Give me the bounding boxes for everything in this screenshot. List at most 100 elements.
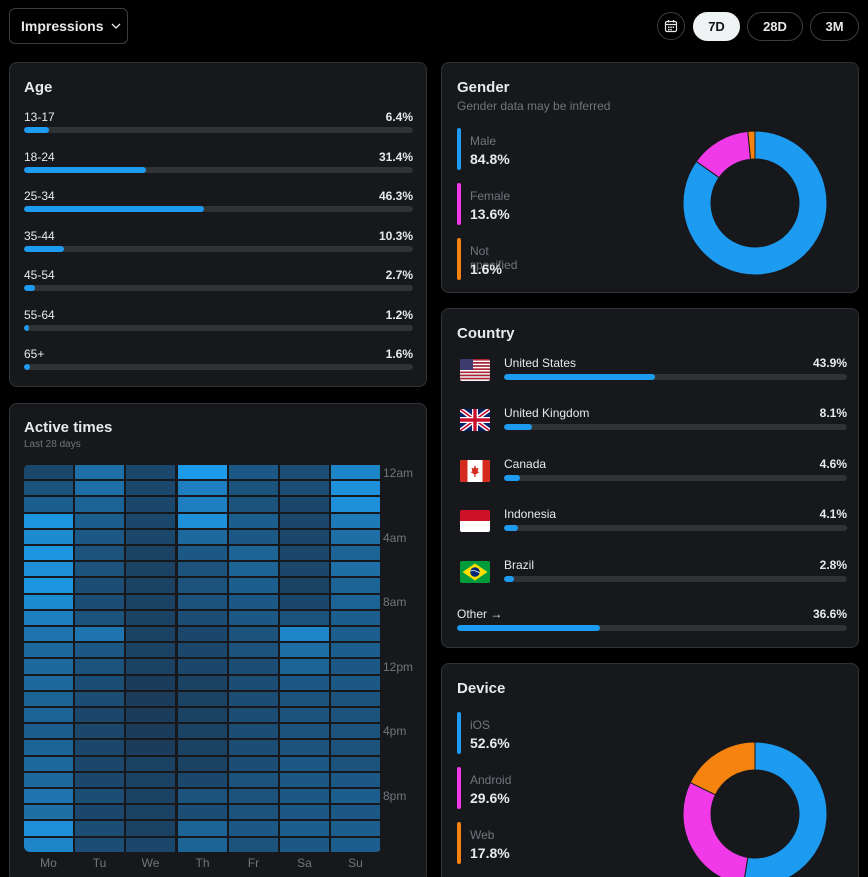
age-track [24, 167, 413, 173]
age-track [24, 206, 413, 212]
age-fill [24, 246, 65, 252]
age-value: 31.4% [378, 150, 413, 164]
heatmap-cell [229, 821, 278, 836]
heatmap-cell [126, 497, 175, 512]
device-legend-swatch [457, 767, 461, 809]
heatmap-cell [24, 643, 73, 658]
heatmap-cell [331, 724, 380, 739]
country-fill [504, 525, 519, 531]
active-times-card: Active times Last 28 days 12am 4am 8am 12pm… [9, 403, 427, 877]
gender-slice-not-specified [747, 130, 756, 160]
calendar-button[interactable] [657, 12, 685, 40]
heatmap-cell [280, 546, 329, 561]
heatmap-cell [331, 546, 380, 561]
age-label: 65+ [24, 347, 45, 361]
heatmap-cell [75, 837, 124, 852]
heatmap-cell [331, 772, 380, 787]
toolbar: Impressions 7D 28D 3M [0, 0, 868, 50]
country-value: 2.8% [819, 558, 847, 572]
gender-legend-swatch [457, 183, 461, 225]
heatmap-cell [229, 805, 278, 820]
device-legend-swatch [457, 712, 461, 754]
heatmap-cell [331, 529, 380, 544]
range-3m-button[interactable]: 3M [810, 12, 859, 41]
heatmap-cell [24, 546, 73, 561]
heatmap-cell [229, 772, 278, 787]
day-label: Su [348, 856, 363, 870]
heatmap-cell [331, 562, 380, 577]
heatmap-cell [229, 691, 278, 706]
heatmap-cell [24, 627, 73, 642]
heatmap-cell [126, 513, 175, 528]
heatmap-cell [24, 821, 73, 836]
heatmap-cell [280, 465, 329, 480]
gender-legend-label: Not specified [470, 244, 518, 272]
country-name: Canada [504, 457, 547, 471]
heatmap-cell [24, 659, 73, 674]
heatmap-cell [178, 805, 227, 820]
range-7d-button[interactable]: 7D [693, 12, 740, 41]
heatmap-cell [331, 481, 380, 496]
heatmap-cell [178, 740, 227, 755]
age-title: Age [24, 79, 53, 96]
heatmap-cell [331, 805, 380, 820]
device-legend-value: 29.6% [470, 790, 510, 806]
heatmap-cell [178, 529, 227, 544]
age-label: 55-64 [24, 308, 55, 322]
heatmap-cell [126, 578, 175, 593]
heatmap-cell [126, 772, 175, 787]
metric-select[interactable]: Impressions [9, 8, 128, 44]
age-row: 65+ 1.6% [24, 347, 413, 377]
age-track [24, 325, 413, 331]
age-fill [24, 127, 49, 133]
heatmap-cell [280, 578, 329, 593]
heatmap-cell [126, 789, 175, 804]
heatmap-cell [178, 643, 227, 658]
heatmap-cell [229, 837, 278, 852]
heatmap-cell [24, 497, 73, 512]
hour-label: 12am [383, 466, 414, 480]
age-value: 6.4% [385, 110, 413, 124]
age-label: 25-34 [24, 189, 55, 203]
country-card: Country United States 43.9% United Kingdo… [441, 308, 859, 648]
heatmap-cell [75, 724, 124, 739]
heatmap-cell [280, 837, 329, 852]
heatmap-cell [24, 481, 73, 496]
range-28d-button[interactable]: 28D [747, 12, 803, 41]
country-name: United States [504, 356, 577, 370]
heatmap-cell [229, 578, 278, 593]
heatmap-cell [126, 627, 175, 642]
heatmap-cell [75, 497, 124, 512]
heatmap-cell [126, 643, 175, 658]
heatmap-cell [280, 756, 329, 771]
calendar-icon [664, 20, 678, 33]
heatmap-cell [24, 562, 73, 577]
heatmap-cell [75, 821, 124, 836]
country-row: Canada 4.6% [457, 457, 847, 487]
gender-legend-label: Male [470, 134, 497, 148]
heatmap-cell [75, 529, 124, 544]
device-legend-value: 17.8% [470, 845, 510, 861]
other-countries-link[interactable]: Other → [457, 607, 503, 621]
heatmap-cell [229, 789, 278, 804]
heatmap-cell [178, 481, 227, 496]
age-label: 35-44 [24, 229, 55, 243]
heatmap-cell [75, 562, 124, 577]
country-row: Brazil 2.8% [457, 558, 847, 588]
other-countries-value: 36.6% [812, 607, 847, 621]
heatmap-cell [126, 724, 175, 739]
device-legend-swatch [457, 822, 461, 864]
heatmap-cell [280, 529, 329, 544]
age-row: 55-64 1.2% [24, 308, 413, 338]
heatmap-cell [126, 740, 175, 755]
heatmap-cell [229, 675, 278, 690]
device-title: Device [457, 680, 506, 697]
heatmap-cell [178, 627, 227, 642]
heatmap-cell [75, 465, 124, 480]
age-track [24, 364, 413, 370]
hour-label: 8pm [383, 789, 407, 803]
heatmap-cell [24, 529, 73, 544]
heatmap-cell [24, 756, 73, 771]
heatmap-cell [126, 481, 175, 496]
heatmap-cell [75, 578, 124, 593]
